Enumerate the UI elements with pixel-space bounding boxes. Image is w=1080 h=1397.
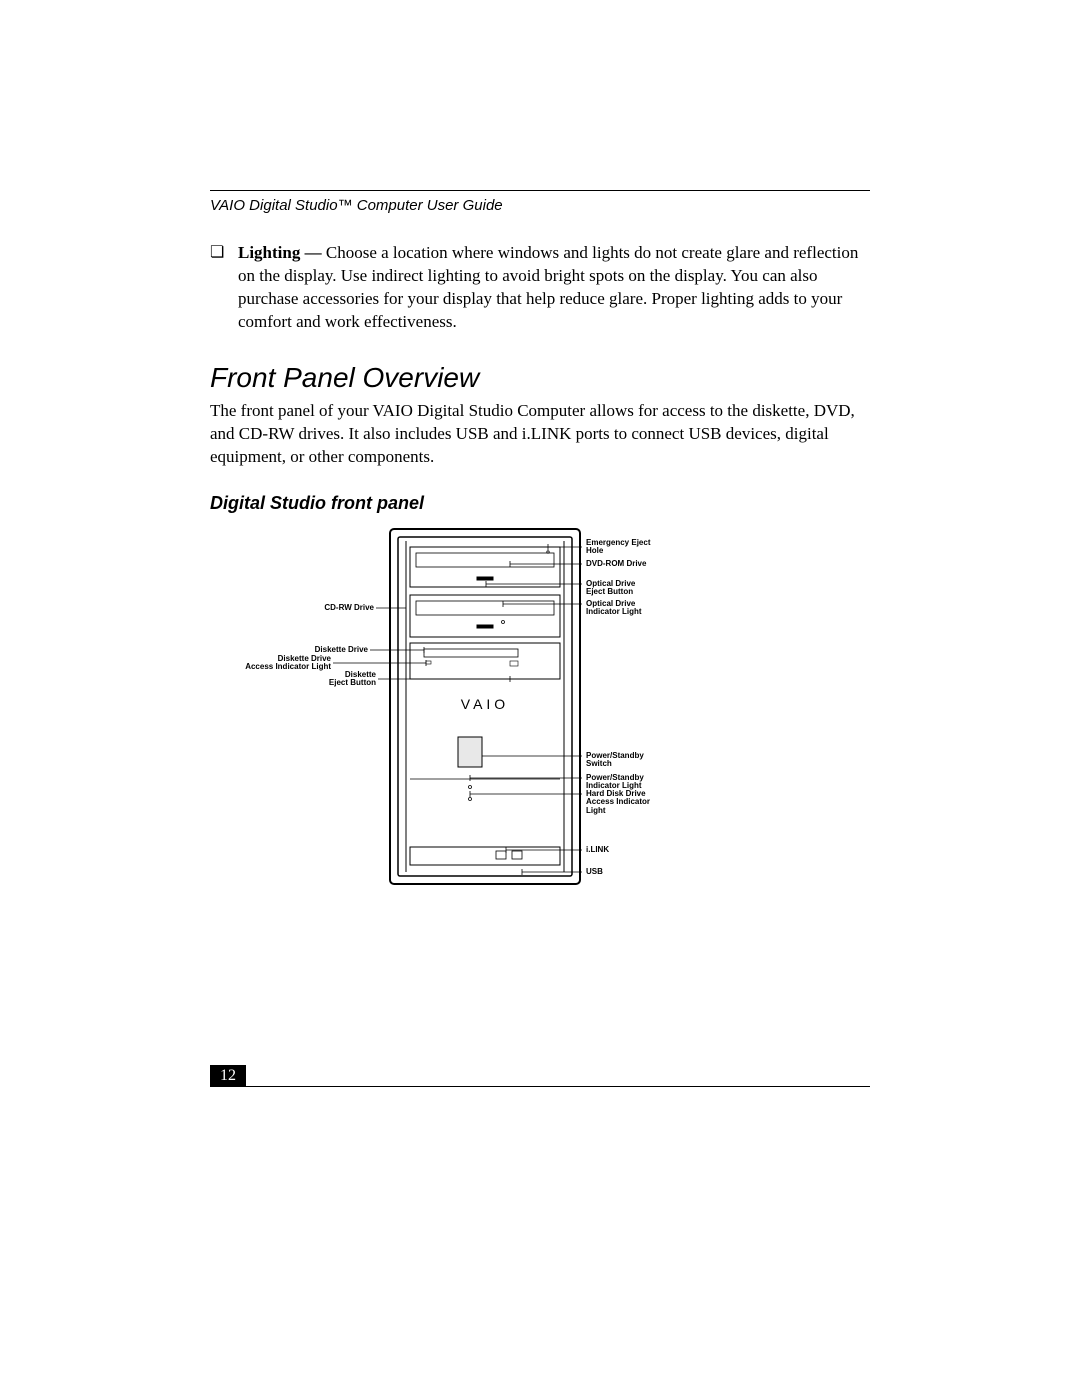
page-footer: 12 [210,1065,870,1087]
svg-text:VAIO: VAIO [461,696,509,712]
bullet-text: Lighting — Choose a location where windo… [238,242,870,334]
diagram-label: Emergency EjectHole [586,539,650,557]
section-title: Front Panel Overview [210,362,870,394]
content-block: VAIO Digital Studio™ Computer User Guide… [210,190,870,894]
bullet-body: Choose a location where windows and ligh… [238,243,858,331]
bullet-item: ❏ Lighting — Choose a location where win… [210,242,870,334]
running-header: VAIO Digital Studio™ Computer User Guide [210,197,870,214]
bullet-glyph: ❏ [210,242,238,334]
diagram-label: i.LINK [586,846,609,855]
header-rule [210,190,870,191]
front-panel-diagram: VAIO CD-RW DriveDiskette DriveDiskette D… [210,524,870,894]
page: VAIO Digital Studio™ Computer User Guide… [0,0,1080,1397]
diagram-label: Optical DriveEject Button [586,580,635,598]
diagram-label: Hard Disk DriveAccess IndicatorLight [586,790,650,816]
bullet-label: Lighting — [238,243,322,262]
footer-rule [210,1086,870,1087]
diagram-svg: VAIO [210,524,870,894]
diagram-label: Power/StandbySwitch [586,752,644,770]
diagram-label: Optical DriveIndicator Light [586,600,642,618]
diagram-label: DisketteEject Button [329,671,376,689]
page-number: 12 [210,1065,246,1087]
section-paragraph: The front panel of your VAIO Digital Stu… [210,400,870,469]
figure-caption: Digital Studio front panel [210,493,870,514]
diagram-label: DVD-ROM Drive [586,560,646,569]
diagram-label: CD-RW Drive [324,604,374,613]
diagram-label: USB [586,868,603,877]
diagram-label: Diskette DriveAccess Indicator Light [245,655,331,673]
